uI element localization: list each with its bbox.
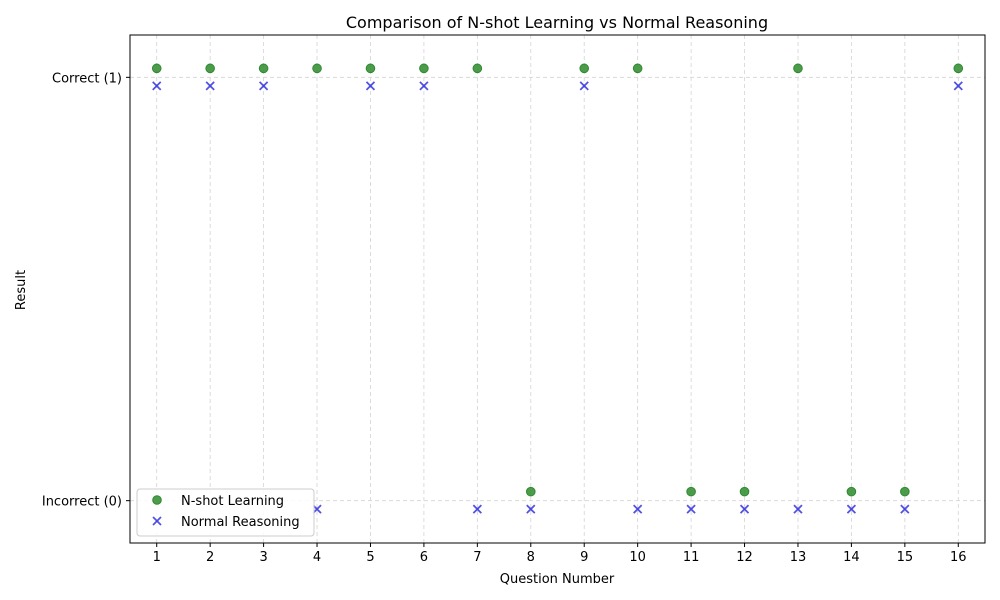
- normal-reasoning-point: [846, 504, 857, 514]
- normal-reasoning-point: [152, 81, 162, 91]
- normal-reasoning-point: [365, 81, 376, 91]
- x-tick-label: 5: [366, 550, 374, 565]
- legend-label: N-shot Learning: [181, 494, 284, 509]
- n-shot-point: [900, 486, 910, 497]
- normal-reasoning-point: [953, 81, 963, 91]
- x-tick-label: 16: [950, 550, 967, 565]
- x-tick-label: 10: [629, 550, 646, 565]
- x-tick-label: 13: [790, 550, 807, 565]
- n-shot-point: [205, 63, 215, 74]
- x-tick-label: 11: [683, 550, 700, 565]
- n-shot-point: [312, 63, 322, 74]
- legend-marker-circle: [152, 495, 162, 505]
- legend-label: Normal Reasoning: [181, 515, 300, 530]
- n-shot-point: [632, 63, 643, 74]
- n-shot-point: [846, 486, 857, 497]
- grid-lines: [130, 35, 985, 543]
- normal-reasoning-point: [739, 504, 750, 514]
- y-tick-label: Incorrect (0): [42, 495, 122, 510]
- normal-reasoning-point: [472, 504, 482, 514]
- normal-reasoning-point: [900, 504, 910, 514]
- plot-frame: [129, 34, 986, 544]
- normal-reasoning-point: [258, 81, 269, 91]
- n-shot-point: [258, 63, 269, 74]
- n-shot-point: [793, 63, 803, 74]
- normal-reasoning-point: [633, 504, 643, 514]
- x-tick-label: 1: [153, 550, 161, 565]
- x-tick-label: 15: [897, 550, 914, 565]
- n-shot-point: [419, 63, 429, 74]
- legend-marker-x: [152, 516, 162, 526]
- n-shot-point: [686, 486, 696, 497]
- x-tick-label: 7: [473, 550, 481, 565]
- n-shot-point: [472, 63, 483, 74]
- x-tick-label: 3: [259, 550, 267, 565]
- y-axis-label: Result: [14, 270, 29, 310]
- x-axis-label: Question Number: [500, 572, 615, 587]
- normal-reasoning-point: [686, 504, 696, 514]
- x-tick-label: 2: [206, 550, 214, 565]
- normal-reasoning-point: [205, 81, 215, 91]
- x-tick-label: 8: [527, 550, 535, 565]
- normal-reasoning-point: [419, 81, 429, 91]
- y-tick-label: Correct (1): [52, 71, 122, 86]
- n-shot-point: [365, 63, 376, 74]
- n-shot-point: [151, 63, 162, 74]
- n-shot-point: [579, 63, 590, 74]
- n-shot-point: [525, 486, 536, 497]
- x-tick-label: 12: [736, 550, 753, 565]
- n-shot-point: [739, 486, 750, 497]
- normal-reasoning-point: [579, 81, 589, 91]
- legend: N-shot Learning Normal Reasoning: [136, 488, 315, 537]
- normal-reasoning-point: [526, 504, 536, 514]
- x-tick-label: 9: [580, 550, 588, 565]
- chart-title: Comparison of N-shot Learning vs Normal …: [346, 13, 768, 32]
- x-tick-label: 4: [313, 550, 321, 565]
- data-points: [151, 63, 964, 514]
- legend-box: [136, 488, 315, 537]
- x-tick-label: 6: [420, 550, 428, 565]
- normal-reasoning-point: [793, 504, 803, 514]
- n-shot-point: [953, 63, 964, 74]
- x-tick-label: 14: [843, 550, 860, 565]
